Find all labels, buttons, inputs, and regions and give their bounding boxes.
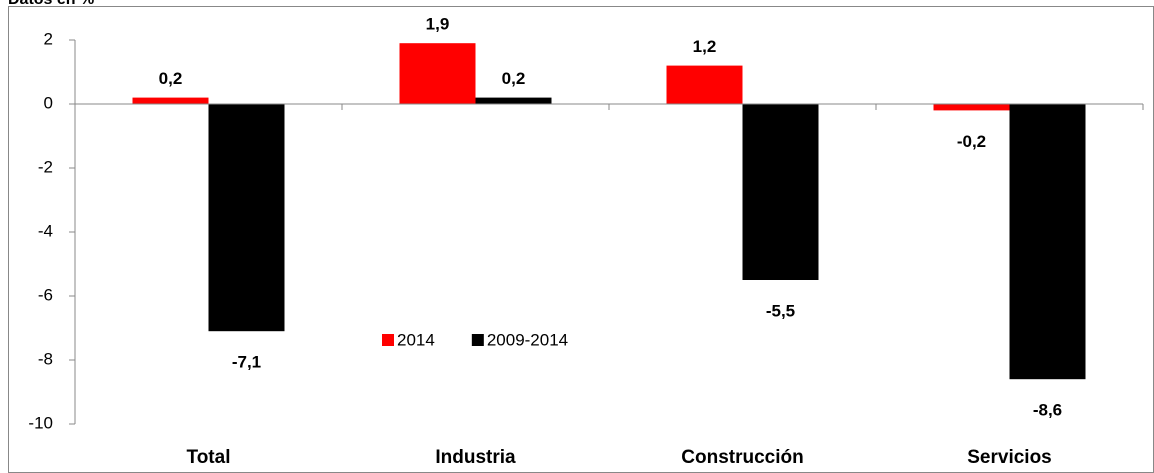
- bar: [208, 104, 285, 332]
- value-label: 1,2: [693, 37, 717, 56]
- bar: [132, 97, 209, 104]
- value-label: 1,9: [426, 15, 450, 34]
- chart-title: Datos en %: [8, 0, 94, 8]
- bar: [475, 97, 552, 104]
- legend-swatch: [382, 334, 394, 346]
- x-tick-label: Servicios: [967, 447, 1052, 468]
- x-tick-label: Total: [187, 447, 231, 468]
- value-label: -7,1: [232, 353, 261, 372]
- value-label: -5,5: [766, 301, 795, 320]
- value-label: 0,2: [502, 69, 526, 88]
- bar: [933, 104, 1010, 111]
- y-tick-label: 2: [44, 29, 53, 48]
- legend-label: 2014: [397, 330, 435, 349]
- x-tick-label: Construcción: [681, 447, 803, 468]
- y-tick-label: -6: [38, 285, 53, 304]
- bar: [399, 43, 476, 104]
- y-tick-label: -4: [38, 221, 53, 240]
- y-tick-label: -2: [38, 157, 53, 176]
- y-tick-label: 0: [44, 93, 53, 112]
- y-tick-label: -10: [28, 413, 53, 432]
- y-tick-label: -8: [38, 349, 53, 368]
- value-label: 0,2: [159, 69, 183, 88]
- bar: [742, 104, 819, 280]
- x-tick-label: Industria: [435, 447, 516, 468]
- legend-label: 2009-2014: [487, 330, 568, 349]
- bar: [666, 65, 743, 104]
- value-label: -0,2: [957, 132, 986, 151]
- legend-swatch: [471, 334, 484, 346]
- bar: [1009, 104, 1086, 380]
- value-label: -8,6: [1033, 401, 1062, 420]
